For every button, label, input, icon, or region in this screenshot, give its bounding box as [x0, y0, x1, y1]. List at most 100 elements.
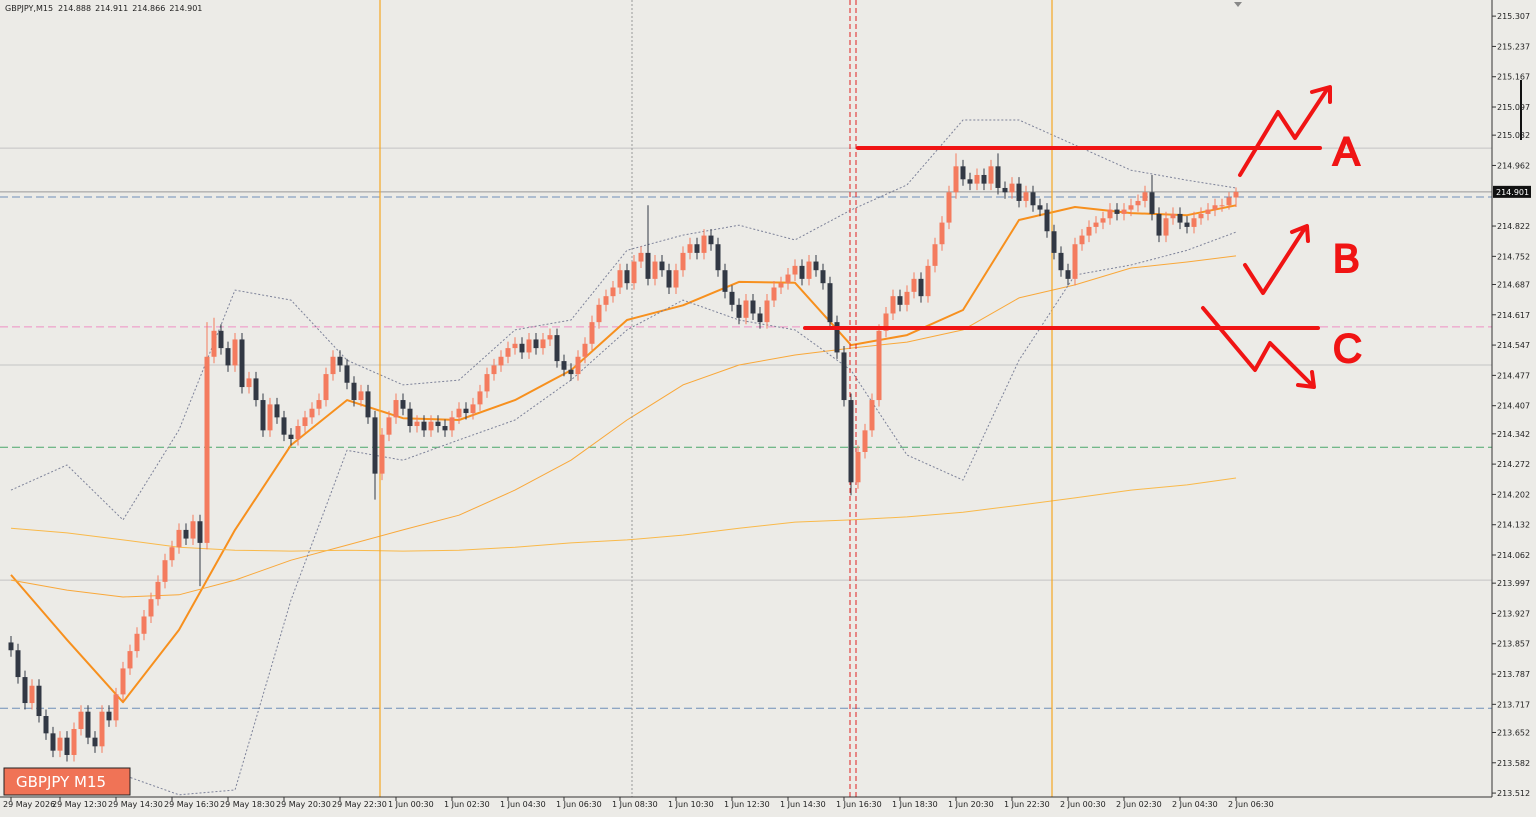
candle-body: [582, 343, 588, 357]
price-tag-label: 214.901: [1496, 188, 1529, 197]
candle-body: [141, 616, 147, 634]
symbol-badge: [3, 767, 131, 796]
candle-body: [897, 296, 903, 305]
candle-body: [449, 417, 455, 431]
candle-body: [841, 352, 847, 401]
shift-marker: [1234, 2, 1242, 7]
candle-body: [225, 348, 231, 366]
candle-body: [1072, 244, 1078, 279]
x-tick-label: 1 Jun 16:30: [836, 800, 882, 809]
y-tick-label: 214.477: [1497, 371, 1530, 380]
y-tick-label: 214.962: [1497, 161, 1530, 170]
candle-body: [232, 339, 238, 366]
candle-body: [1051, 231, 1057, 253]
candle-body: [211, 330, 217, 357]
candle-body: [995, 166, 1001, 188]
header: GBPJPY,M15 214.888 214.911 214.866 214.901: [5, 4, 202, 13]
candle-body: [1191, 218, 1197, 227]
candle-body: [645, 252, 651, 279]
candle-body: [134, 633, 140, 652]
candle-body: [71, 729, 77, 755]
candle-body: [393, 400, 399, 418]
candle-body: [8, 642, 14, 651]
candle-body: [764, 300, 770, 323]
candle-body: [771, 287, 777, 301]
candle-body: [218, 330, 224, 349]
candle-body: [1233, 191, 1239, 198]
candle-body: [498, 356, 504, 366]
x-tick-label: 1 Jun 12:30: [724, 800, 770, 809]
y-tick-label: 215.307: [1497, 12, 1530, 21]
annotation-label: B: [1333, 237, 1360, 281]
candle-body: [554, 335, 560, 362]
x-tick-label: 29 May 20:30: [276, 800, 331, 809]
y-tick-label: 213.857: [1497, 640, 1530, 649]
candle-body: [876, 330, 882, 401]
candle-body: [946, 192, 952, 223]
candle-body: [323, 374, 329, 401]
candle-body: [288, 434, 294, 440]
candle-body: [365, 391, 371, 418]
y-tick-label: 213.582: [1497, 759, 1530, 768]
candle-body: [463, 408, 469, 414]
candle-body: [540, 339, 546, 349]
candle-body: [925, 265, 931, 297]
candle-body: [295, 426, 301, 440]
candle-body: [1163, 218, 1169, 236]
y-tick-label: 213.652: [1497, 728, 1530, 737]
candle-body: [57, 737, 63, 751]
candle-body: [512, 343, 518, 349]
candle-body: [351, 382, 357, 401]
candle-body: [99, 711, 105, 747]
candle-body: [575, 356, 581, 375]
candle-body: [974, 174, 980, 184]
annotations: [803, 85, 1332, 389]
candle-body: [652, 261, 658, 279]
candle-body: [743, 300, 749, 318]
candle-body: [330, 356, 336, 375]
x-tick-label: 1 Jun 06:30: [556, 800, 602, 809]
candle-body: [1205, 209, 1211, 214]
candle-body: [729, 291, 735, 305]
candle-body: [106, 711, 112, 721]
candle-body: [701, 235, 707, 253]
candle-body: [904, 291, 910, 305]
x-tick-label: 1 Jun 18:30: [892, 800, 938, 809]
candle-body: [1135, 200, 1141, 206]
price-tag: [1493, 185, 1531, 198]
candle-body: [190, 521, 196, 539]
x-tick-label: 29 May 14:30: [108, 800, 163, 809]
candle-body: [932, 244, 938, 266]
candle-body: [638, 252, 644, 262]
candle-body: [85, 711, 91, 738]
indicator-line: [10, 477, 1237, 552]
candle-body: [1107, 209, 1113, 219]
candle-body: [246, 378, 252, 388]
candle-body: [414, 421, 420, 427]
candle-body: [610, 287, 616, 297]
x-tick-label: 2 Jun 02:30: [1116, 800, 1162, 809]
candle-body: [50, 733, 56, 751]
candle-body: [267, 404, 273, 431]
candle-body: [29, 685, 35, 704]
candle-body: [869, 400, 875, 431]
candle-body: [967, 179, 973, 184]
candle-body: [407, 408, 413, 427]
candle-body: [1044, 209, 1050, 232]
candle-body: [428, 421, 434, 431]
candle-body: [442, 426, 448, 431]
candle-body: [883, 313, 889, 331]
y-tick-label: 214.822: [1497, 222, 1530, 231]
y-tick-label: 214.342: [1497, 430, 1530, 439]
candle-body: [533, 339, 539, 349]
y-tick-label: 213.717: [1497, 700, 1530, 709]
candle-body: [960, 166, 966, 180]
y-tick-label: 214.132: [1497, 521, 1530, 530]
candle-body: [526, 339, 532, 353]
annotation-label: A: [1333, 130, 1360, 174]
candle-body: [127, 651, 133, 669]
candle-body: [1037, 205, 1043, 210]
candle-body: [22, 677, 28, 704]
